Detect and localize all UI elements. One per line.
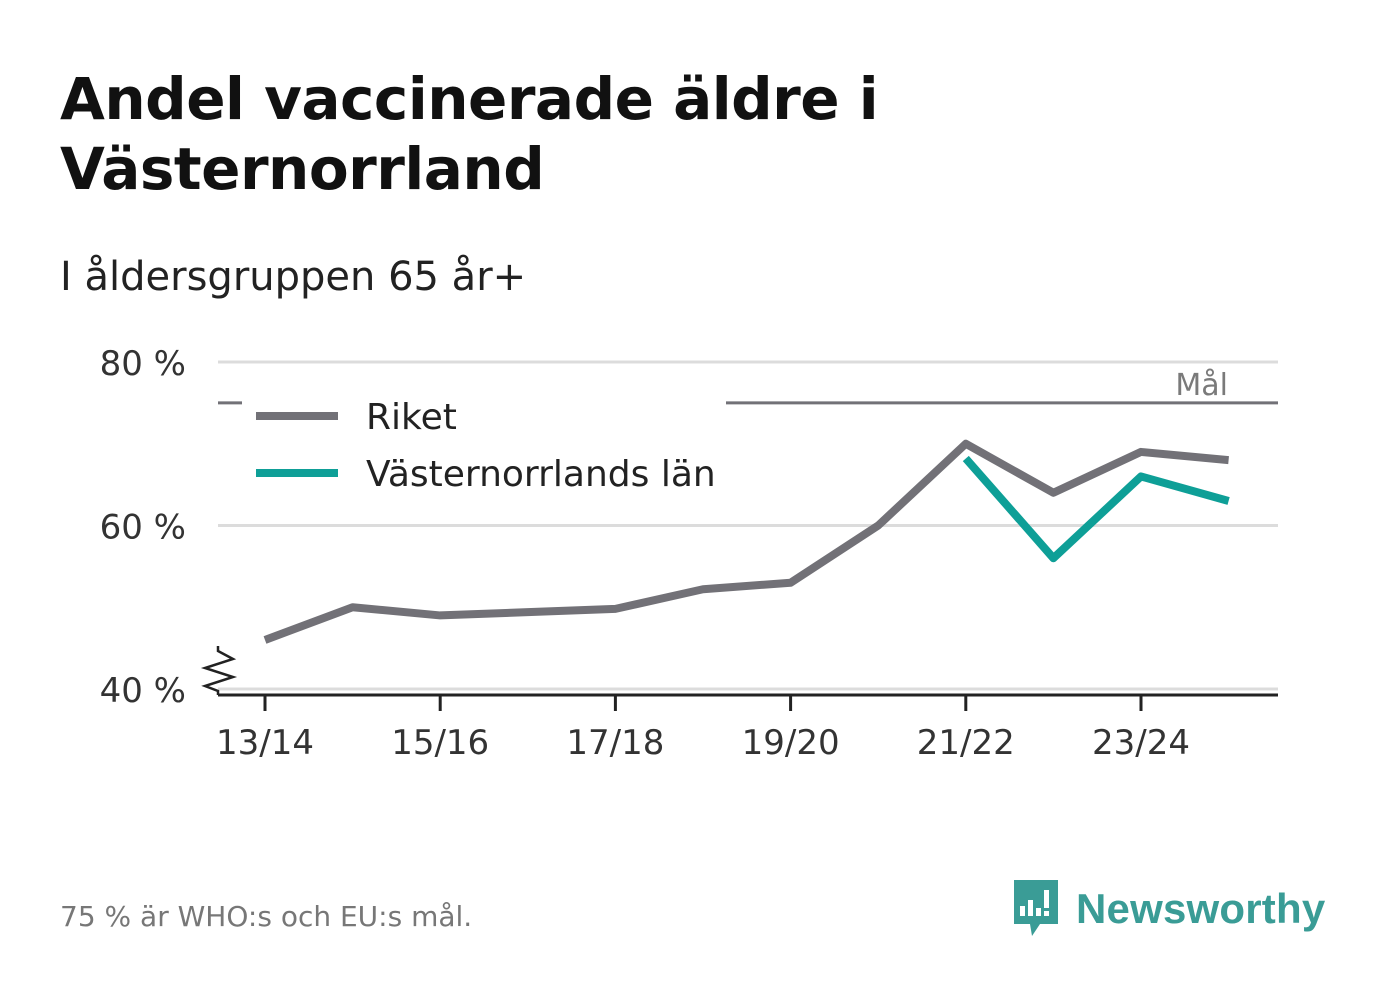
newsworthy-logo-text: Newsworthy xyxy=(1076,885,1326,932)
footnote: 75 % är WHO:s och EU:s mål. xyxy=(60,900,473,933)
y-tick-label: 40 % xyxy=(100,671,186,711)
gridlines xyxy=(218,360,1278,691)
newsworthy-logo[interactable]: Newsworthy xyxy=(1010,878,1325,940)
x-tick-label: 23/24 xyxy=(1092,723,1190,763)
x-tick-label: 17/18 xyxy=(566,723,664,763)
chart-subtitle: I åldersgruppen 65 år+ xyxy=(60,254,527,300)
legend-label: Västernorrlands län xyxy=(366,454,716,495)
legend-label: Riket xyxy=(366,397,457,438)
target-label: Mål xyxy=(1175,368,1228,403)
series-lines xyxy=(263,439,1230,644)
y-axis-tick-labels: 40 % 60 % 80 % xyxy=(100,344,186,711)
x-axis: 13/14 15/16 17/18 19/20 21/22 23/24 xyxy=(200,646,1278,763)
y-tick-label: 80 % xyxy=(100,344,186,384)
x-tick-label: 21/22 xyxy=(917,723,1015,763)
newsworthy-logo-icon xyxy=(1014,880,1058,936)
legend: Riket Västernorrlands län xyxy=(256,397,716,495)
series-line-riket xyxy=(263,439,1229,644)
target-line-group: Mål xyxy=(218,368,1278,405)
series-line-västernorrlands-län xyxy=(962,455,1230,563)
x-tick-label: 19/20 xyxy=(742,723,840,763)
chart-title: Andel vaccinerade äldre i Västernorrland xyxy=(60,65,879,203)
x-tick-label: 15/16 xyxy=(391,723,489,763)
y-tick-label: 60 % xyxy=(100,508,186,548)
line-chart: Mål 13/14 15/16 17/18 19/20 21/22 23/24 40 % 6… xyxy=(100,344,1278,763)
x-tick-label: 13/14 xyxy=(216,723,314,763)
axis-break-icon xyxy=(200,646,238,695)
